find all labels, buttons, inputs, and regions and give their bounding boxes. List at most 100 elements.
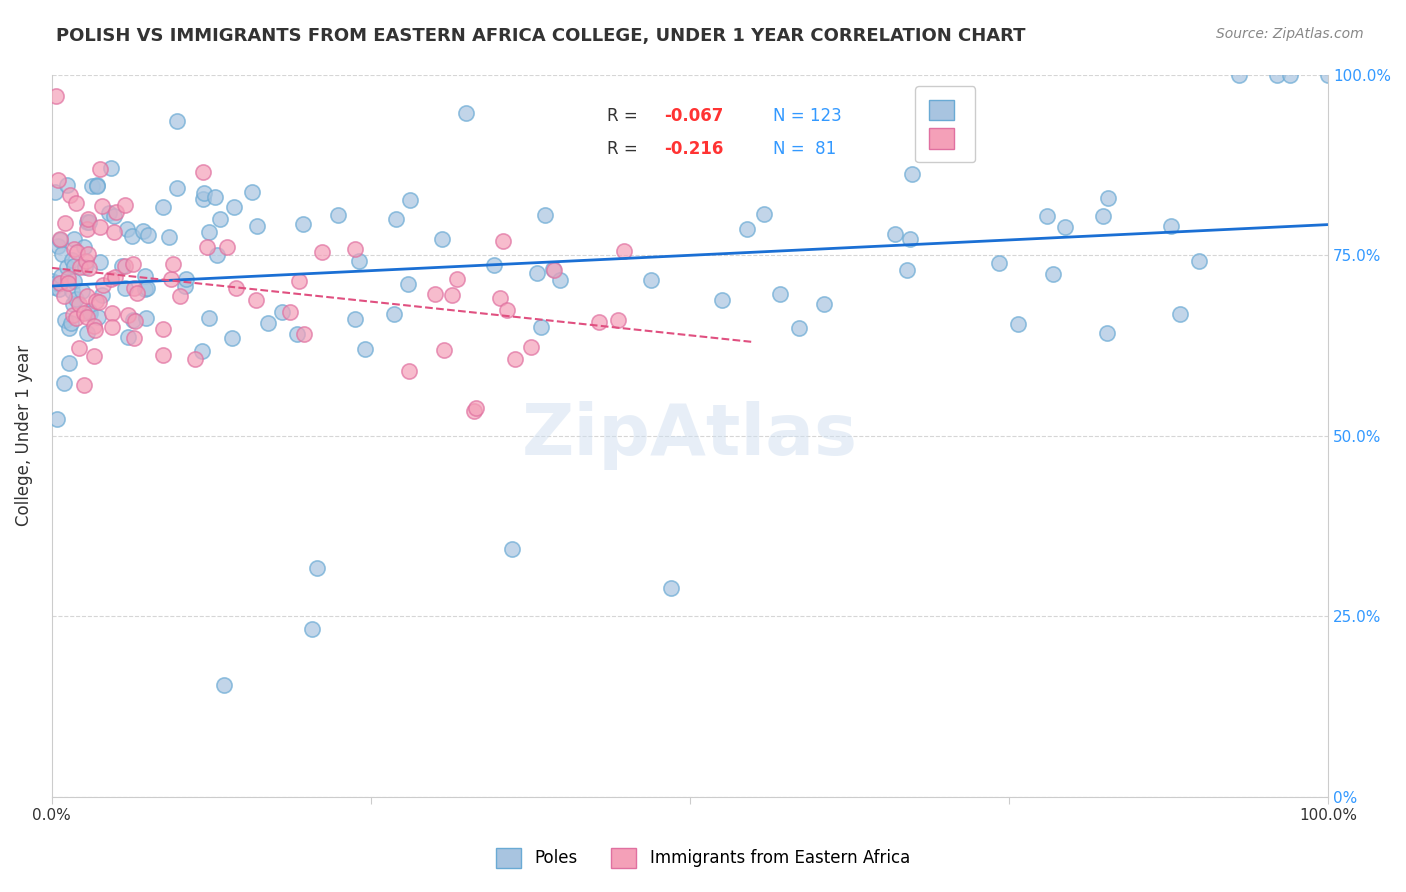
Point [287,274,309,288]
Point [84,293,107,308]
Point [454,105,477,120]
Point [91,277,114,292]
Point [214,678,236,692]
Point [245,293,267,307]
Point [63,243,86,257]
Point [292,326,315,341]
Text: N =  81: N = 81 [773,139,837,158]
Point [110,259,132,273]
Point [526,266,548,280]
Point [46,239,69,253]
Point [46,173,69,187]
Point [1278,68,1301,82]
Text: R =: R = [607,107,643,125]
Point [134,269,156,284]
Point [246,219,269,233]
Point [205,247,228,261]
Point [385,212,408,227]
Point [396,277,419,291]
Point [48,282,70,296]
Point [398,364,420,378]
Point [103,225,125,239]
Point [204,190,226,204]
Point [1091,209,1114,223]
Text: R =: R = [607,139,643,158]
Point [152,322,174,336]
Text: ZipAtlas: ZipAtlas [522,401,858,470]
Text: -0.067: -0.067 [665,107,724,125]
Point [347,254,370,268]
Point [221,331,243,345]
Point [104,204,127,219]
Point [48,233,70,247]
Point [209,211,232,226]
Point [752,206,775,220]
Point [195,240,218,254]
Point [114,197,136,211]
Point [183,351,205,366]
Point [84,323,107,337]
Point [56,260,79,274]
Point [159,229,181,244]
Point [285,326,308,341]
Point [501,542,523,557]
Point [122,281,145,295]
Point [541,262,564,277]
Point [114,259,136,273]
Point [496,302,519,317]
Point [53,288,76,302]
Point [42,280,65,294]
Point [138,227,160,242]
Point [115,222,138,236]
Point [489,291,512,305]
Point [197,310,219,325]
Point [59,317,82,331]
Point [75,254,97,268]
Point [76,247,98,261]
Point [91,199,114,213]
Point [89,255,111,269]
Point [225,281,247,295]
Point [45,276,67,290]
Point [292,217,315,231]
Point [607,313,630,327]
Point [278,305,301,319]
Point [152,348,174,362]
Point [121,228,143,243]
Point [270,305,292,319]
Point [197,225,219,239]
Point [162,256,184,270]
Point [311,245,333,260]
Point [588,315,610,329]
Point [65,310,87,325]
Point [77,211,100,226]
Point [520,340,543,354]
Point [1265,68,1288,82]
Point [425,287,447,301]
Point [44,186,66,200]
Point [58,276,80,290]
Point [166,181,188,195]
Point [166,113,188,128]
Point [58,356,80,370]
Point [56,178,79,192]
Point [60,253,83,268]
Point [433,343,456,357]
Point [56,271,79,285]
Point [492,234,515,248]
Point [67,341,90,355]
Point [787,321,810,335]
Point [1036,209,1059,223]
Point [900,167,922,181]
Point [51,268,73,283]
Point [301,622,323,636]
Point [53,376,76,390]
Point [101,319,124,334]
Point [659,581,682,595]
Point [813,297,835,311]
Point [896,263,918,277]
Point [83,319,105,334]
Point [72,284,94,298]
Point [45,412,67,426]
Point [117,330,139,344]
